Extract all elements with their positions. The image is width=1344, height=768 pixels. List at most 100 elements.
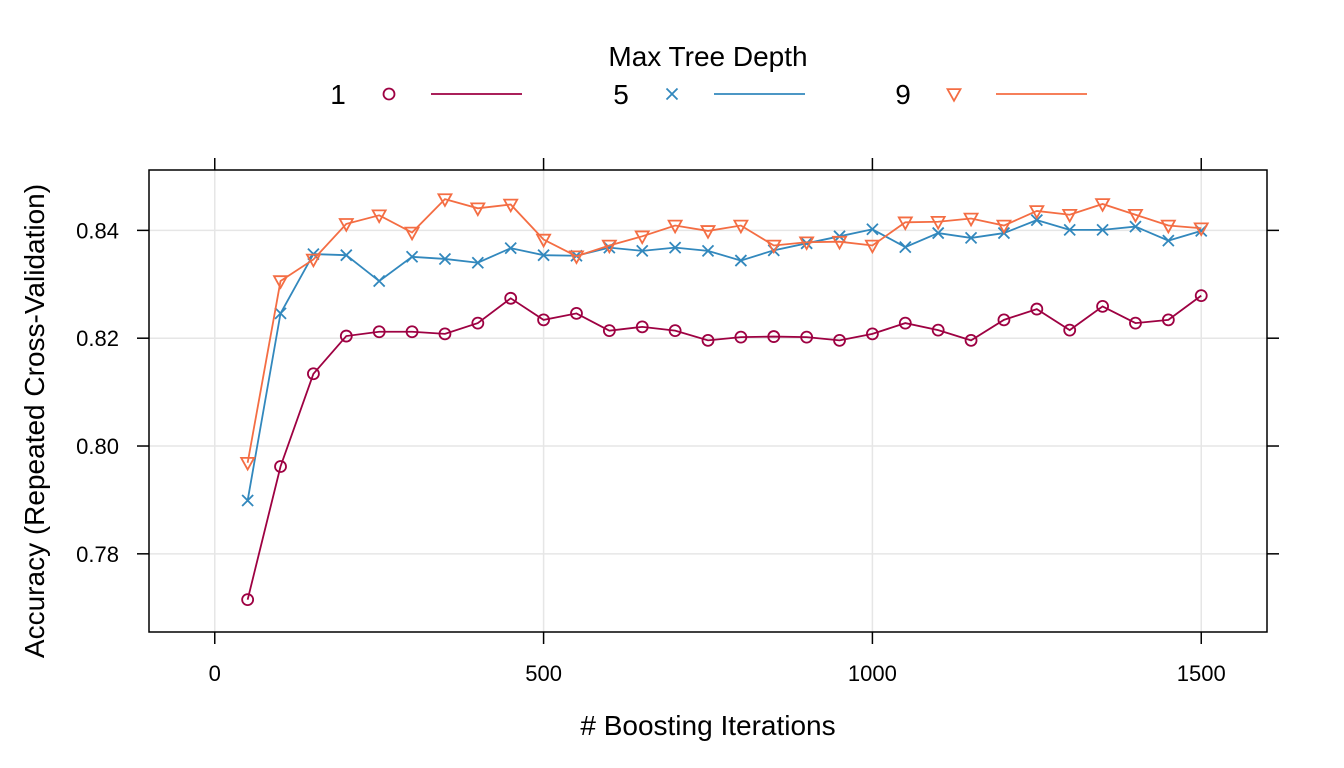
data-point-9 [1028,205,1045,220]
data-point-1 [504,291,518,305]
data-point-9 [963,212,980,228]
data-point-5 [274,307,287,320]
data-point-5 [504,242,517,255]
data-point-9 [1193,222,1210,237]
data-point-9 [667,219,684,235]
legend-title: Max Tree Depth [608,41,807,72]
data-point-5 [701,244,715,257]
data-point-1 [800,330,814,344]
data-point-5 [668,241,682,254]
legend-item-9: 9 [895,79,1087,110]
data-point-5 [373,274,386,288]
data-point-5 [241,494,254,507]
legend-label: 5 [613,79,629,110]
data-point-1 [339,329,353,343]
data-point-1 [274,460,287,473]
grid-lines [149,170,1267,632]
data-point-1 [635,320,649,334]
data-point-9 [897,216,914,231]
data-point-5 [1096,223,1109,236]
data-point-9 [634,230,651,245]
data-point-5 [438,252,452,266]
data-point-9 [502,198,519,214]
data-point-5 [537,249,550,262]
series-layer [239,193,1210,607]
data-point-5 [636,244,649,257]
data-point-1 [1129,316,1142,330]
data-point-1 [1030,302,1044,316]
data-point-1 [602,324,616,338]
data-point-1 [372,325,386,339]
series-1 [241,289,1208,607]
data-point-5 [1063,223,1076,236]
data-point-1 [405,325,419,339]
y-tick-label: 0.84 [76,218,119,243]
legend-marker-9 [945,88,963,103]
data-point-9 [1160,219,1177,235]
series-line-5 [246,219,1202,501]
data-point-9 [272,275,289,290]
legend-label: 1 [330,79,346,110]
axes: 0 500 1000 1500 0.78 0.80 0.82 0.84 [76,158,1279,686]
data-point-9 [1061,208,1078,224]
data-point-9 [1127,208,1144,224]
data-point-1 [570,306,583,320]
data-point-9 [864,239,881,255]
data-point-5 [964,231,978,245]
data-point-9 [930,215,947,231]
data-point-1 [898,316,912,330]
legend-label: 9 [895,79,911,110]
data-point-9 [699,225,717,240]
x-axis-title: # Boosting Iterations [580,710,835,741]
data-point-5 [1030,213,1043,227]
data-point-9 [338,218,355,233]
data-point-9 [732,219,749,235]
data-point-1 [1096,299,1109,313]
x-tick-label: 500 [525,661,562,686]
data-point-9 [601,239,618,255]
data-point-9 [831,235,848,251]
data-point-1 [866,327,879,341]
y-tick-label: 0.82 [76,326,119,351]
data-point-1 [767,330,781,343]
data-point-1 [668,324,682,338]
data-point-5 [800,237,813,250]
data-point-5 [405,250,419,263]
data-point-1 [438,327,452,341]
data-point-9 [568,250,585,265]
data-point-9 [239,456,256,472]
data-point-9 [765,239,782,255]
legend-item-1: 1 [330,79,522,110]
data-point-1 [701,333,715,347]
data-point-1 [471,316,485,330]
legend-item-5: 5 [613,79,805,110]
data-point-1 [734,330,748,344]
data-point-1 [537,313,550,327]
legend: Max Tree Depth 1 5 9 [330,41,1087,110]
series-5 [241,213,1208,507]
data-point-1 [964,333,978,347]
x-tick-label: 0 [209,661,221,686]
data-point-9 [798,236,815,251]
data-point-9 [371,209,388,224]
y-axis-title: Accuracy (Repeated Cross-Validation) [19,184,50,658]
data-point-1 [833,333,846,347]
data-point-1 [307,367,320,381]
data-point-9 [305,253,322,269]
data-point-9 [436,193,453,208]
series-9 [239,193,1210,472]
data-point-1 [997,313,1011,327]
data-point-5 [866,223,879,236]
data-point-5 [899,240,912,254]
y-tick-label: 0.78 [76,542,119,567]
data-point-9 [995,219,1012,235]
data-point-9 [535,233,552,249]
legend-marker-1 [382,87,396,101]
data-point-9 [1094,198,1111,213]
data-point-5 [1129,220,1142,233]
data-point-9 [404,226,421,242]
data-point-5 [932,226,945,240]
data-point-5 [471,256,484,269]
plot-frame [148,169,1268,633]
